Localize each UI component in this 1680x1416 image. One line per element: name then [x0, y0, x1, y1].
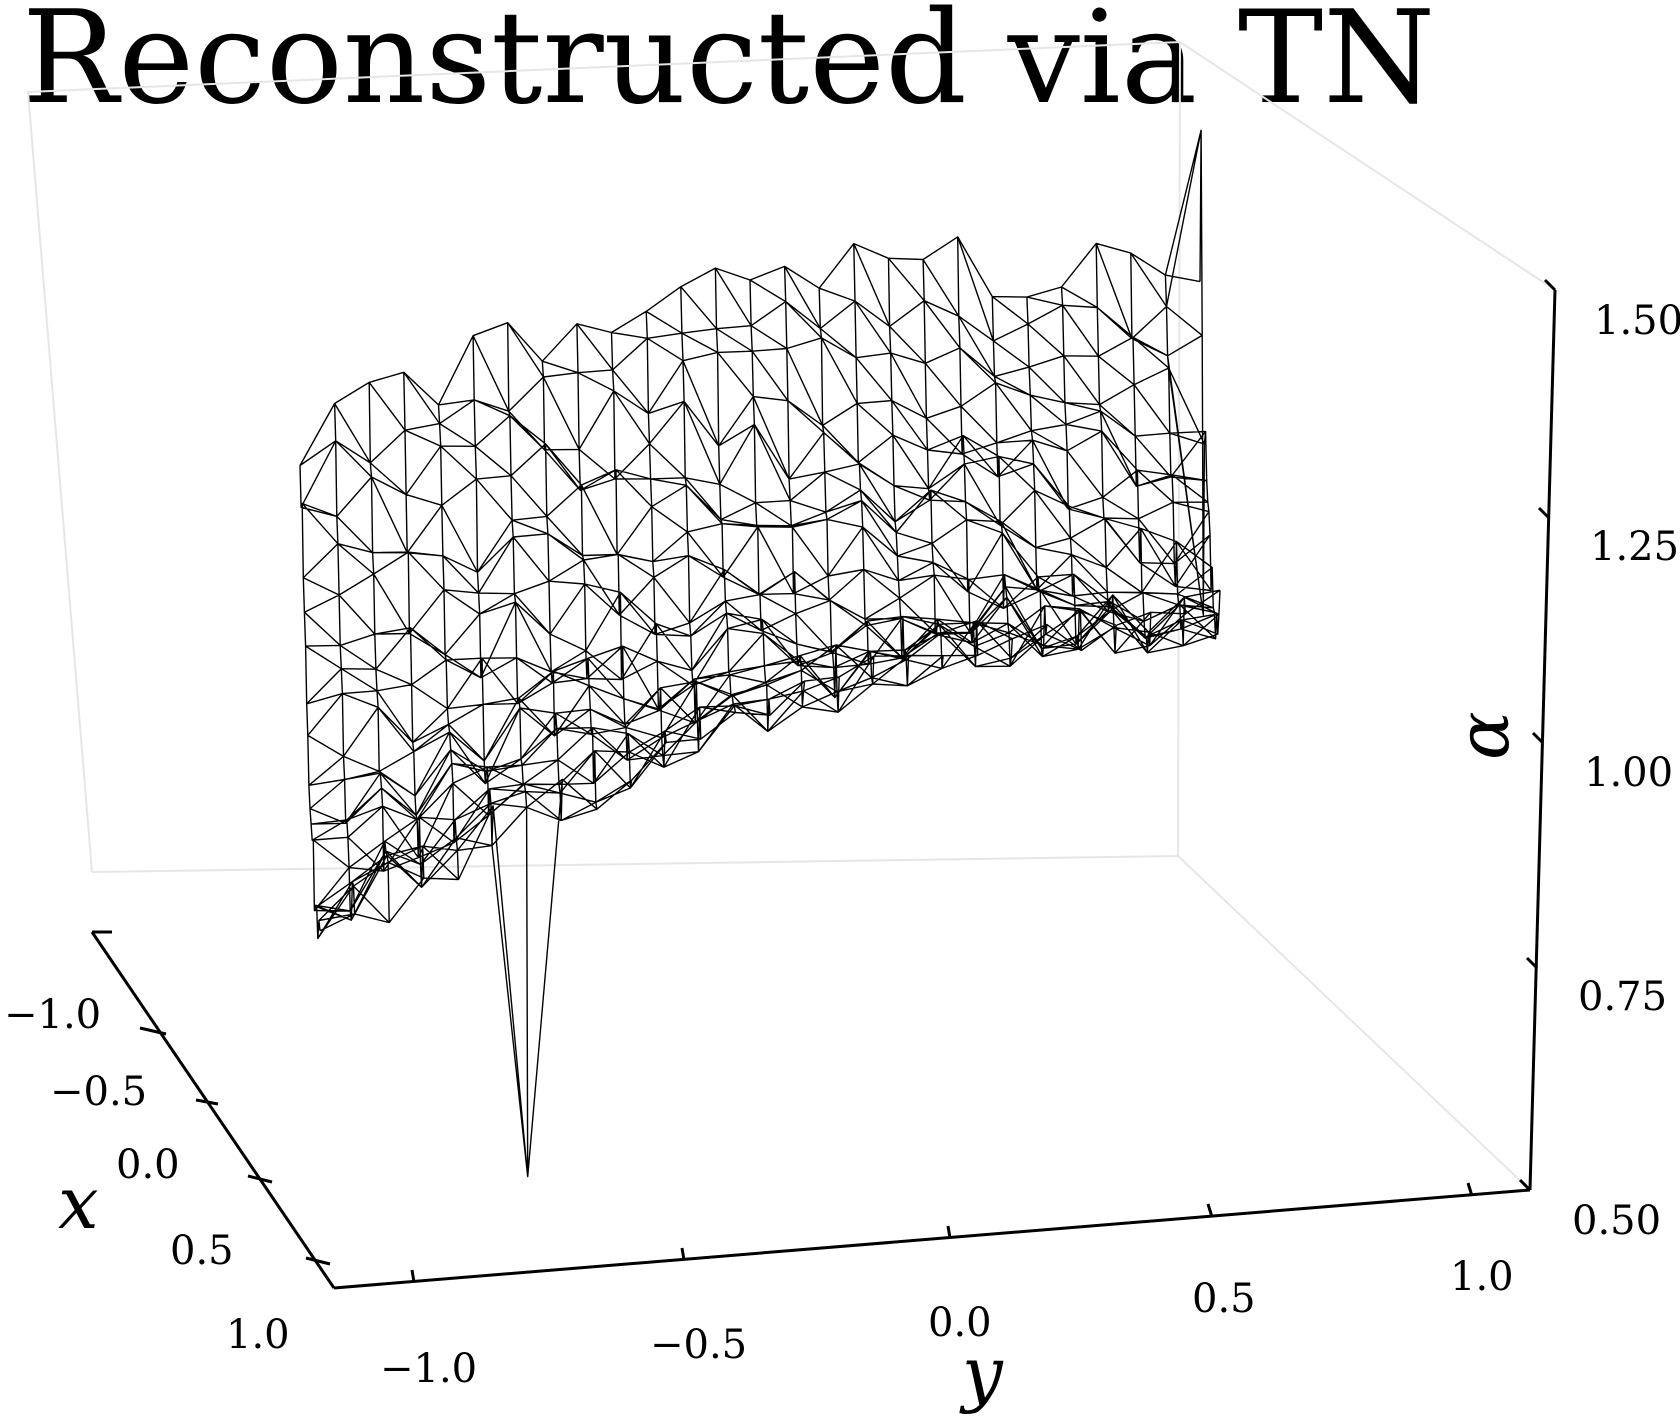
- x-tick-label: 0.5: [170, 1228, 234, 1274]
- z-axis: 0.50 0.75 1.00 1.25 1.50 α: [1441, 278, 1680, 1244]
- wireframe-surface: [299, 129, 1221, 1178]
- axis-panes: [26, 40, 1556, 1191]
- x-tick-label: −1.0: [4, 992, 101, 1038]
- y-tick-label: −1.0: [380, 1346, 477, 1392]
- y-tick-label: 0.5: [1192, 1276, 1256, 1322]
- z-tick-label: 1.25: [1590, 524, 1679, 570]
- y-axis: −1.0 −0.5 0.0 0.5 1.0 y: [333, 1182, 1531, 1415]
- surface-mesh-lines: [299, 129, 1221, 1178]
- z-tick-label: 0.50: [1572, 1198, 1661, 1244]
- x-axis: −1.0 −0.5 0.0 0.5 1.0 x: [4, 930, 336, 1358]
- x-tick-label: 1.0: [226, 1312, 290, 1358]
- x-tick-label: 0.0: [116, 1142, 180, 1188]
- x-tick-label: −0.5: [50, 1069, 147, 1115]
- y-axis-label: y: [959, 1331, 1004, 1415]
- y-tick-label: −0.5: [650, 1322, 747, 1368]
- z-axis-label: α: [1441, 711, 1525, 760]
- z-tick-label: 1.50: [1594, 298, 1680, 344]
- x-axis-label: x: [58, 1161, 99, 1245]
- y-tick-label: 0.0: [928, 1300, 992, 1346]
- chart-title: Reconstructed via TN: [22, 0, 1435, 133]
- z-tick-label: 0.75: [1578, 974, 1667, 1020]
- z-tick-label: 1.00: [1584, 750, 1673, 796]
- y-tick-label: 1.0: [1450, 1254, 1514, 1300]
